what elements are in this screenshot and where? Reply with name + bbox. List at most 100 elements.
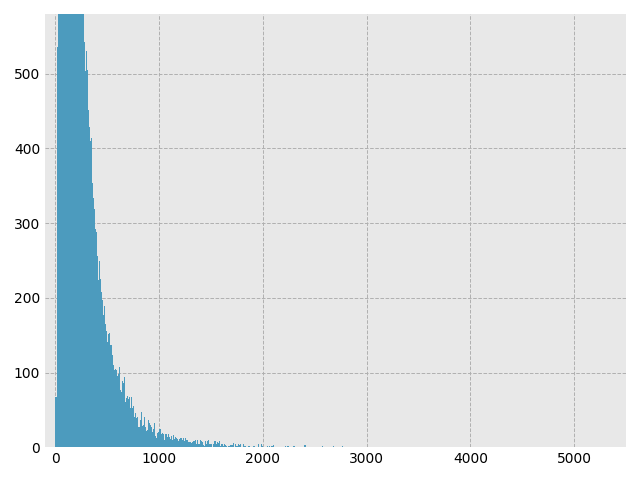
Bar [240,444,241,447]
Bar [63,0,64,447]
Bar [293,446,294,447]
Bar [195,440,196,447]
Bar [233,443,234,447]
Bar [132,408,133,447]
Bar [72,0,73,447]
Bar [314,446,315,447]
Bar [223,444,225,447]
Bar [218,443,220,447]
Bar [227,446,228,447]
Bar [93,198,94,447]
Bar [103,315,104,447]
Bar [401,446,402,447]
Bar [178,441,179,447]
Bar [177,439,178,447]
Bar [288,446,289,447]
Bar [353,446,355,447]
Bar [210,444,211,447]
Bar [127,396,128,447]
Bar [289,446,290,447]
Bar [208,440,209,447]
Bar [408,446,409,447]
Bar [265,446,266,447]
Bar [152,432,153,447]
Bar [235,444,236,447]
Bar [206,444,207,447]
Bar [71,0,72,447]
Bar [189,442,190,447]
Bar [214,441,215,447]
Bar [183,438,184,447]
Bar [346,446,347,447]
Bar [65,0,66,447]
Bar [248,446,250,447]
Bar [203,445,204,447]
Bar [395,446,396,447]
Bar [88,109,89,447]
Bar [296,446,297,447]
Bar [205,441,206,447]
Bar [159,429,160,447]
Bar [76,0,77,447]
Bar [96,232,97,447]
Bar [123,383,124,447]
Bar [153,429,154,447]
Bar [149,422,150,447]
Bar [213,444,214,447]
Bar [220,446,221,447]
Bar [198,444,200,447]
Bar [232,445,233,447]
Bar [155,436,156,447]
Bar [69,0,70,447]
Bar [131,397,132,447]
Bar [140,420,141,447]
Bar [447,446,449,447]
Bar [125,402,126,447]
Bar [84,71,86,447]
Bar [328,446,330,447]
Bar [225,445,226,447]
Bar [357,446,358,447]
Bar [186,440,188,447]
Bar [136,418,138,447]
Bar [95,229,96,447]
Bar [244,446,245,447]
Bar [360,446,362,447]
Bar [79,0,81,447]
Bar [204,446,205,447]
Bar [262,446,263,447]
Bar [175,437,176,447]
Bar [486,446,487,447]
Bar [355,446,356,447]
Bar [146,431,147,447]
Bar [239,445,240,447]
Bar [321,446,322,447]
Bar [173,435,174,447]
Bar [305,446,307,447]
Bar [362,446,363,447]
Bar [58,0,59,447]
Bar [266,446,267,447]
Bar [154,422,155,447]
Bar [161,434,163,447]
Bar [98,280,99,447]
Bar [286,446,287,447]
Bar [270,446,271,447]
Bar [185,438,186,447]
Bar [221,444,223,447]
Bar [77,0,78,447]
Bar [150,425,151,447]
Bar [181,438,182,447]
Bar [116,375,118,447]
Bar [196,440,198,447]
Bar [264,446,265,447]
Bar [89,128,90,447]
Bar [94,209,95,447]
Bar [250,446,252,447]
Bar [164,440,166,447]
Bar [350,446,351,447]
Bar [257,446,258,447]
Bar [278,446,280,447]
Bar [145,427,146,447]
Bar [184,441,185,447]
